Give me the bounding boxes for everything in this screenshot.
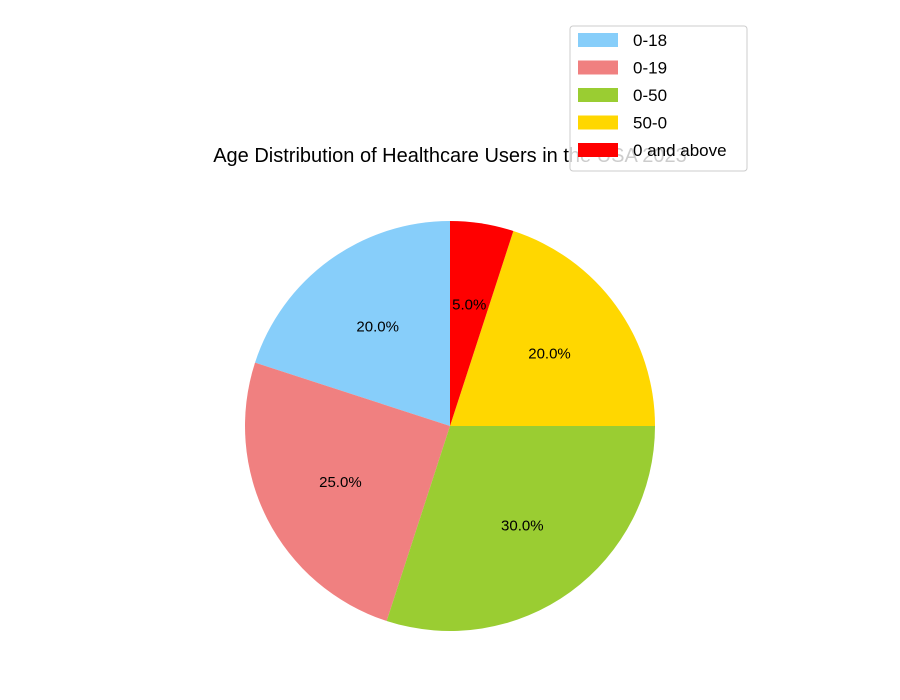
- legend-entry: 0-50: [578, 86, 667, 105]
- pie-slice-0-19: [244, 362, 450, 621]
- pie-percent-label: 20.0%: [528, 346, 571, 363]
- pie-percent-label: 25.0%: [319, 474, 362, 491]
- pie-slice-0-and-above: [450, 221, 514, 426]
- pie-slice-0-18: [255, 221, 450, 426]
- pie-percent-label: 20.0%: [356, 318, 399, 335]
- legend-entry: 0-18: [578, 31, 667, 50]
- legend-swatch: [578, 115, 618, 130]
- pie-percent-label: 5.0%: [452, 297, 486, 314]
- legend-entries: 0-18 0-19 0-50 50-0 0 and above: [578, 31, 727, 160]
- legend-swatch: [578, 60, 618, 75]
- legend-label: 50-0: [633, 114, 667, 133]
- legend-swatch: [578, 88, 618, 102]
- legend-label: 0-18: [633, 31, 667, 50]
- legend-label: 0-50: [633, 86, 667, 105]
- legend: 0-18 0-19 0-50 50-0 0 and above: [569, 25, 748, 172]
- legend-entry: 50-0: [578, 114, 667, 133]
- legend-swatch: [578, 33, 618, 47]
- pie-percent-label: 30.0%: [501, 518, 544, 535]
- pie-percent-labels: 20.0% 25.0% 30.0% 20.0% 5.0%: [319, 297, 571, 535]
- legend-label: 0 and above: [633, 141, 727, 160]
- pie-slices: [244, 221, 655, 632]
- legend-entry: 0 and above: [578, 141, 727, 160]
- pie-slice-50-0: [450, 231, 655, 426]
- legend-swatch: [578, 143, 618, 157]
- chart-title: Age Distribution of Healthcare Users in …: [213, 145, 687, 167]
- pie-slice-0-50: [386, 426, 655, 632]
- legend-entry: 0-19: [578, 59, 667, 78]
- legend-label: 0-19: [633, 59, 667, 78]
